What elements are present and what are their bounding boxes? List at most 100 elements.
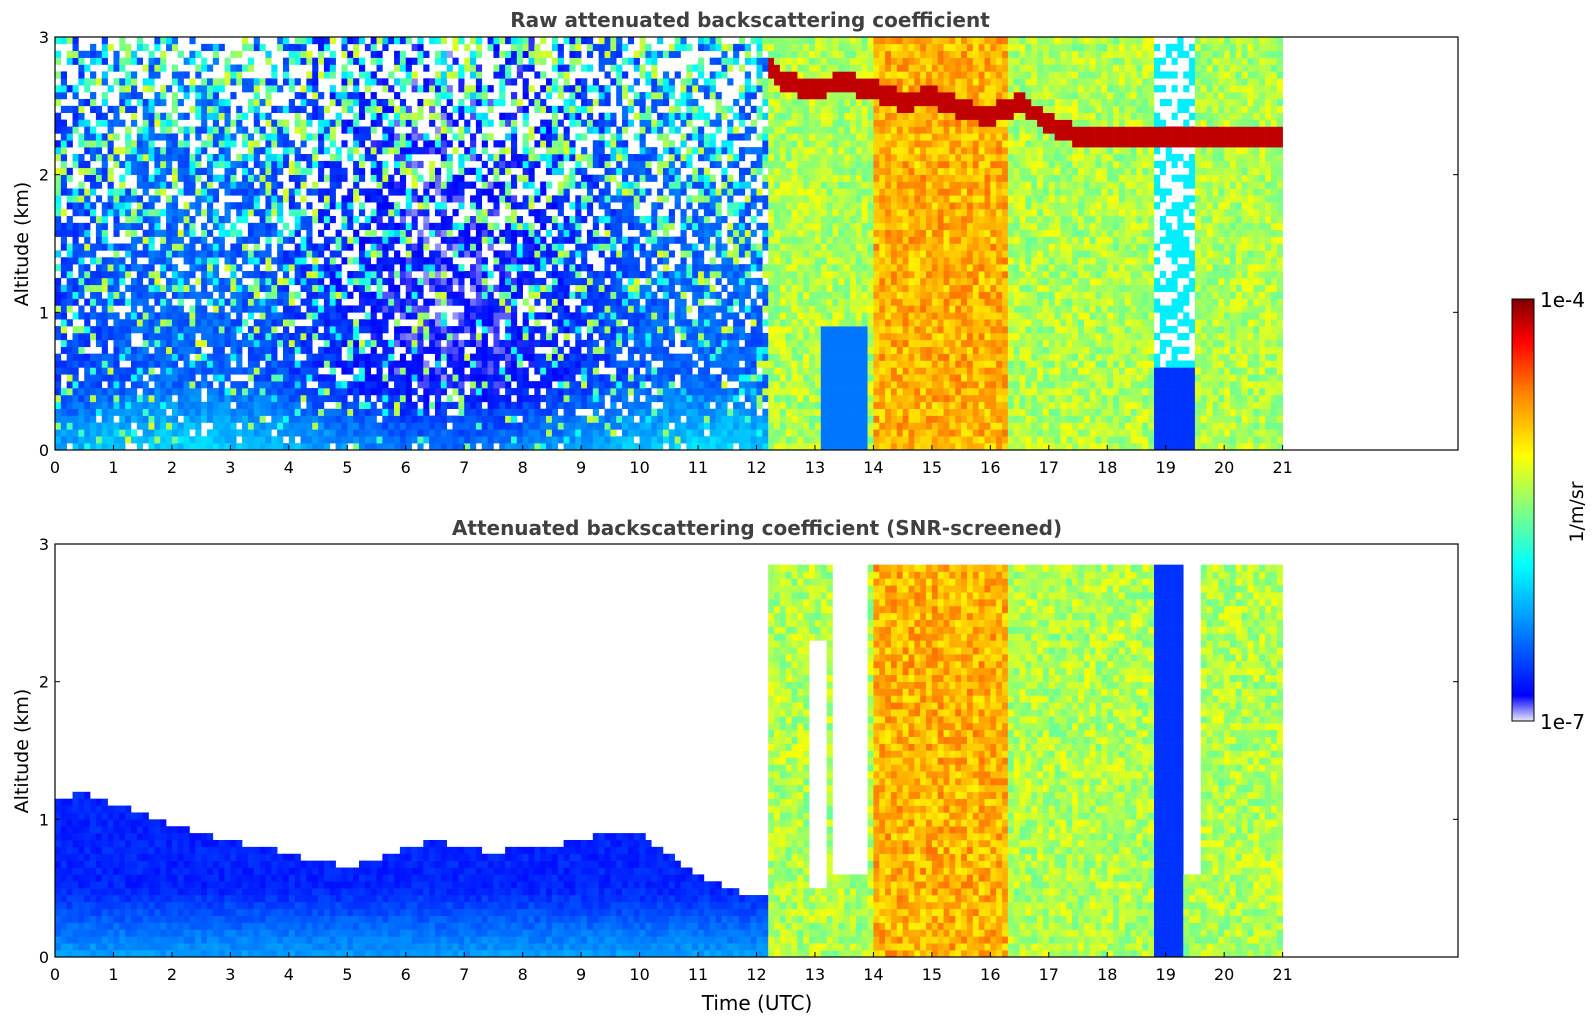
- heatmap-cell: [195, 126, 202, 134]
- heatmap-cell: [55, 284, 62, 292]
- heatmap-cell: [195, 92, 202, 100]
- heatmap-cell: [353, 140, 360, 148]
- heatmap-cell: [60, 188, 67, 196]
- heatmap-cell: [505, 367, 512, 375]
- heatmap-cell: [470, 422, 477, 430]
- heatmap-cell: [657, 346, 664, 354]
- heatmap-cell: [212, 271, 219, 279]
- heatmap-cell: [253, 388, 260, 396]
- heatmap-cell: [358, 291, 366, 299]
- heatmap-cell: [142, 85, 149, 93]
- heatmap-cell: [405, 291, 412, 299]
- heatmap-cell: [440, 298, 447, 306]
- heatmap-cell: [627, 436, 635, 444]
- heatmap-cell: [464, 326, 471, 334]
- heatmap-cell: [446, 98, 453, 107]
- heatmap-cell: [388, 215, 395, 224]
- heatmap-cell: [212, 346, 219, 354]
- heatmap-cell: [294, 415, 301, 423]
- heatmap-cell: [575, 388, 582, 396]
- heatmap-cell: [516, 332, 523, 341]
- heatmap-cell: [329, 202, 336, 210]
- heatmap-cell: [493, 312, 500, 320]
- heatmap-cell: [622, 388, 629, 396]
- heatmap-cell: [277, 209, 284, 217]
- heatmap-cell: [569, 353, 576, 361]
- heatmap-cell: [72, 92, 79, 100]
- heatmap-cell: [639, 319, 646, 327]
- heatmap-cell: [528, 229, 535, 237]
- heatmap-cell: [95, 388, 103, 396]
- heatmap-cell: [470, 181, 477, 189]
- heatmap-cell: [236, 154, 243, 162]
- heatmap-cell: [557, 257, 564, 265]
- heatmap-cell: [522, 326, 529, 334]
- heatmap-cell: [598, 415, 605, 423]
- heatmap-cell: [171, 236, 179, 244]
- heatmap-cell: [277, 160, 284, 169]
- heatmap-cell: [429, 422, 436, 430]
- heatmap-cell: [622, 105, 629, 114]
- heatmap-cell: [136, 147, 143, 155]
- heatmap-cell: [370, 147, 377, 155]
- heatmap-cell: [592, 85, 599, 93]
- heatmap-cell: [101, 415, 108, 423]
- heatmap-cell: [212, 360, 219, 368]
- heatmap-cell: [364, 105, 371, 114]
- heatmap-cell: [300, 57, 307, 65]
- heatmap-cell: [458, 133, 465, 141]
- heatmap-cell: [668, 394, 675, 403]
- heatmap-cell: [581, 133, 588, 141]
- heatmap-cell: [405, 133, 412, 141]
- heatmap-cell: [417, 291, 424, 299]
- heatmap-cell: [516, 264, 523, 272]
- heatmap-cell: [657, 443, 664, 451]
- heatmap-cell: [510, 243, 518, 251]
- heatmap-cell: [113, 284, 120, 292]
- heatmap-cell: [201, 236, 208, 244]
- heatmap-cell: [399, 305, 407, 313]
- heatmap-cell: [288, 98, 295, 107]
- heatmap-cell: [148, 429, 155, 437]
- heatmap-cell: [464, 312, 471, 320]
- heatmap-cell: [657, 332, 664, 341]
- heatmap-cell: [247, 154, 255, 162]
- heatmap-cell: [569, 291, 576, 299]
- heatmap-cell: [171, 215, 179, 224]
- heatmap-cell: [148, 250, 155, 258]
- heatmap-cell: [686, 133, 693, 141]
- heatmap-cell: [516, 43, 523, 52]
- heatmap-cell: [604, 85, 611, 93]
- heatmap-cell: [534, 353, 541, 361]
- heatmap-cell: [616, 443, 623, 451]
- heatmap-cell: [674, 443, 681, 451]
- heatmap-cell: [230, 367, 237, 375]
- heatmap-cell: [201, 415, 208, 423]
- heatmap-cell: [95, 298, 103, 306]
- heatmap-cell: [131, 250, 138, 258]
- heatmap-cell: [499, 394, 506, 403]
- heatmap-cell: [148, 291, 155, 299]
- heatmap-cell: [230, 339, 237, 348]
- heatmap-cell: [95, 140, 103, 148]
- heatmap-cell: [440, 236, 447, 244]
- heatmap-cell: [282, 119, 290, 127]
- heatmap-cell: [312, 326, 319, 334]
- heatmap-cell: [55, 92, 62, 100]
- heatmap-cell: [230, 222, 237, 231]
- heatmap-cell: [557, 229, 564, 237]
- heatmap-cell: [55, 422, 62, 430]
- heatmap-cell: [464, 105, 471, 114]
- heatmap-cell: [201, 374, 208, 382]
- heatmap-cell: [481, 360, 488, 368]
- heatmap-cell: [516, 98, 523, 107]
- heatmap-cell: [306, 339, 313, 348]
- heatmap-cell: [358, 257, 366, 265]
- heatmap-cell: [107, 422, 114, 430]
- heatmap-cell: [265, 401, 272, 409]
- heatmap-cell: [271, 119, 278, 127]
- heatmap-cell: [528, 353, 535, 361]
- heatmap-cell: [464, 415, 471, 423]
- heatmap-cell: [382, 250, 389, 258]
- heatmap-cell: [306, 291, 313, 299]
